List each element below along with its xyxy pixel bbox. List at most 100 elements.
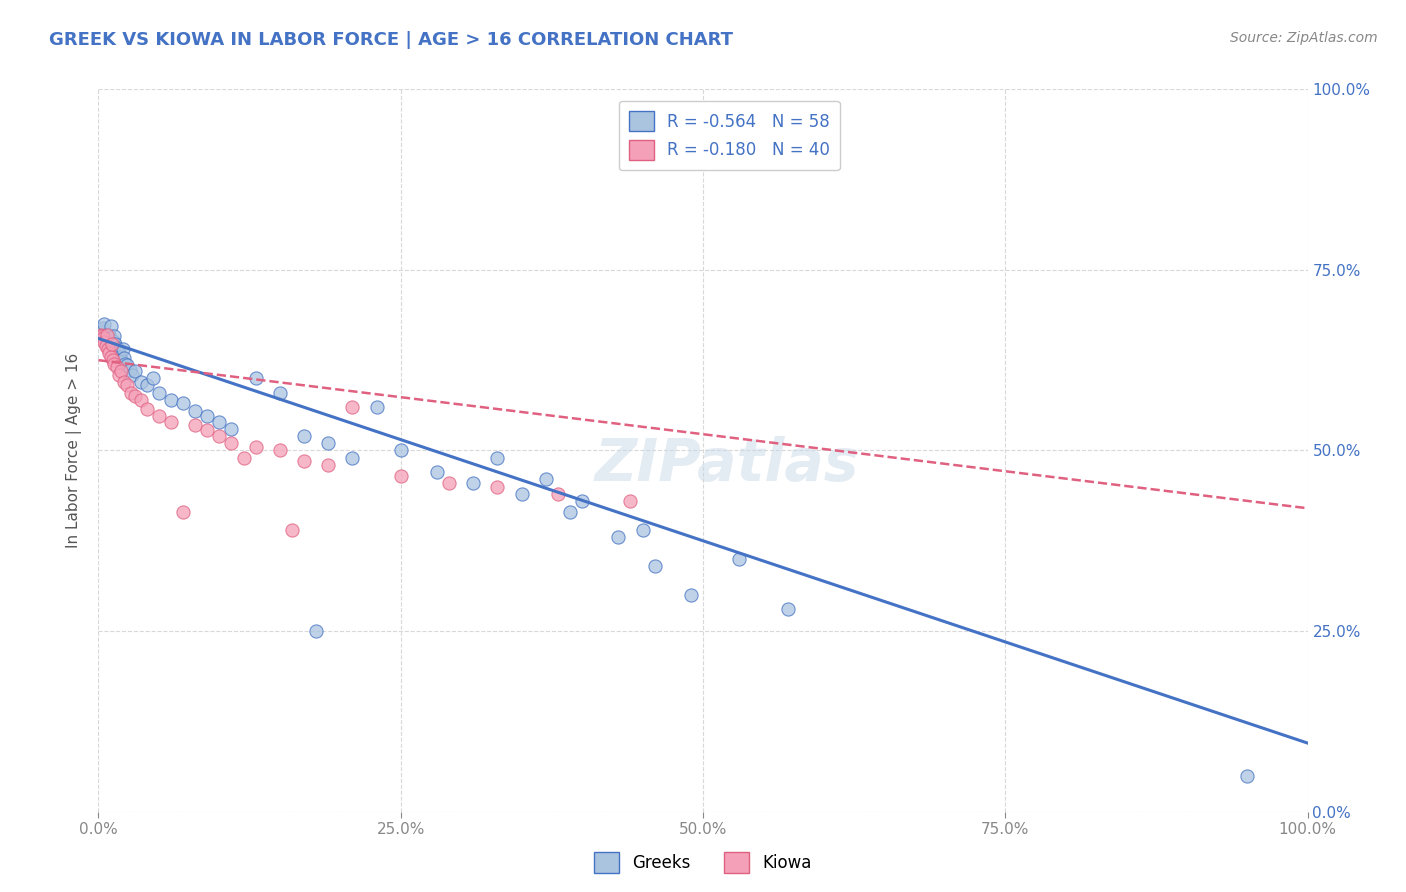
Point [111, 343, 134, 357]
Point [104, 336, 127, 351]
Point [129, 375, 152, 389]
Point [114, 357, 136, 371]
Point [208, 415, 231, 429]
Point [118, 362, 141, 376]
Legend: Greeks, Kiowa: Greeks, Kiowa [588, 846, 818, 880]
Point [292, 454, 315, 468]
Point [316, 458, 339, 472]
Point [316, 436, 339, 450]
Point [269, 385, 291, 400]
Point [110, 353, 132, 368]
Point [103, 329, 125, 343]
Point [195, 409, 218, 423]
Point [366, 400, 388, 414]
Point [96, 327, 118, 342]
Point [117, 378, 139, 392]
Point [547, 487, 569, 501]
Point [571, 494, 593, 508]
Point [342, 400, 364, 414]
Point [221, 436, 243, 450]
Point [94, 327, 117, 342]
Point [245, 371, 267, 385]
Point [172, 505, 194, 519]
Point [98, 327, 121, 342]
Point [172, 396, 194, 410]
Point [93, 317, 115, 331]
Point [510, 487, 533, 501]
Point [90, 327, 112, 342]
Point [208, 429, 231, 443]
Text: ZIPatlas: ZIPatlas [595, 436, 859, 493]
Point [100, 336, 122, 351]
Point [97, 343, 120, 357]
Point [124, 364, 146, 378]
Point [184, 403, 207, 417]
Point [112, 375, 135, 389]
Point [91, 324, 114, 338]
Legend: R = -0.564   N = 58, R = -0.180   N = 40: R = -0.564 N = 58, R = -0.180 N = 40 [619, 101, 839, 170]
Point [305, 624, 328, 639]
Point [728, 551, 751, 566]
Point [619, 494, 641, 508]
Point [281, 523, 304, 537]
Point [101, 353, 124, 368]
Point [221, 422, 243, 436]
Point [486, 450, 509, 465]
Point [342, 450, 364, 465]
Point [105, 341, 128, 355]
Point [631, 523, 654, 537]
Point [101, 334, 124, 348]
Point [292, 429, 315, 443]
Text: GREEK VS KIOWA IN LABOR FORCE | AGE > 16 CORRELATION CHART: GREEK VS KIOWA IN LABOR FORCE | AGE > 16… [49, 31, 733, 49]
Point [93, 334, 115, 349]
Point [100, 336, 122, 351]
Point [607, 530, 630, 544]
Point [463, 475, 485, 490]
Point [110, 364, 132, 378]
Point [121, 368, 143, 382]
Point [389, 443, 412, 458]
Point [160, 392, 183, 407]
Point [135, 378, 157, 392]
Point [437, 475, 460, 490]
Point [129, 392, 152, 407]
Point [100, 350, 122, 364]
Point [135, 401, 157, 416]
Point [108, 350, 131, 364]
Point [124, 389, 146, 403]
Point [103, 357, 125, 371]
Point [148, 385, 170, 400]
Point [558, 505, 581, 519]
Point [120, 385, 142, 400]
Point [426, 465, 449, 479]
Text: Source: ZipAtlas.com: Source: ZipAtlas.com [1230, 31, 1378, 45]
Point [100, 319, 122, 334]
Point [142, 371, 165, 385]
Point [184, 418, 207, 433]
Y-axis label: In Labor Force | Age > 16: In Labor Force | Age > 16 [66, 353, 83, 548]
Point [117, 358, 139, 372]
Point [100, 339, 122, 353]
Point [94, 339, 117, 353]
Point [486, 480, 509, 494]
Point [90, 327, 112, 342]
Point [644, 559, 666, 574]
Point [776, 602, 799, 616]
Point [1236, 769, 1258, 783]
Point [98, 346, 121, 360]
Point [91, 329, 114, 343]
Point [389, 468, 412, 483]
Point [160, 415, 183, 429]
Point [269, 443, 291, 458]
Point [97, 331, 120, 345]
Point [679, 588, 702, 602]
Point [232, 450, 254, 465]
Point [91, 320, 114, 334]
Point [96, 334, 118, 349]
Point [105, 360, 128, 375]
Point [245, 440, 267, 454]
Point [107, 343, 129, 358]
Point [108, 368, 131, 382]
Point [91, 331, 114, 345]
Point [195, 423, 218, 437]
